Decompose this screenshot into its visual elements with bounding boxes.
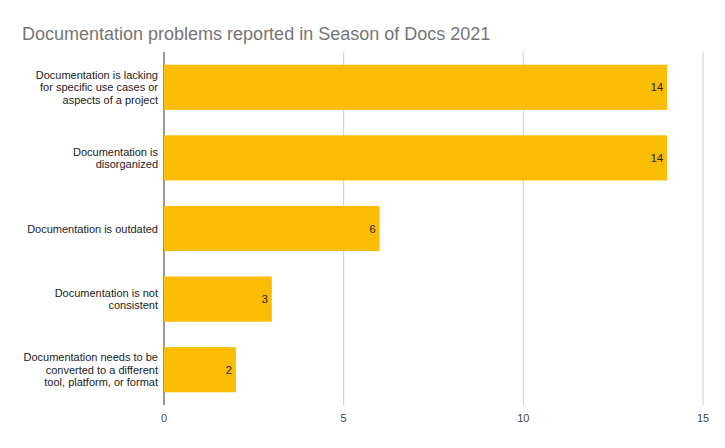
bar <box>164 206 380 251</box>
grid-line <box>703 52 704 405</box>
tick-label: 0 <box>161 412 167 424</box>
tick-label: 5 <box>341 412 347 424</box>
data-label: 6 <box>369 223 375 235</box>
bar <box>164 347 236 392</box>
chart: Documentation problems reported in Seaso… <box>0 0 725 448</box>
tick-label: 10 <box>517 412 529 424</box>
data-label: 3 <box>262 293 268 305</box>
category-label: Documentation needs to beconverted to a … <box>23 351 158 388</box>
bars <box>164 65 667 393</box>
tick-label: 15 <box>697 412 709 424</box>
data-label: 14 <box>651 152 663 164</box>
title: Documentation problems reported in Seaso… <box>22 24 490 44</box>
data-label: 14 <box>651 81 663 93</box>
bar <box>164 65 667 110</box>
category-label: Documentation is lackingfor specific use… <box>36 69 159 106</box>
category-label: Documentation is notconsistent <box>55 287 158 312</box>
category-label: Documentation is outdated <box>27 223 158 235</box>
bar <box>164 277 272 322</box>
category-label: Documentation isdisorganized <box>73 146 158 171</box>
data-label: 2 <box>226 364 232 376</box>
background <box>0 0 725 448</box>
bar <box>164 135 667 180</box>
